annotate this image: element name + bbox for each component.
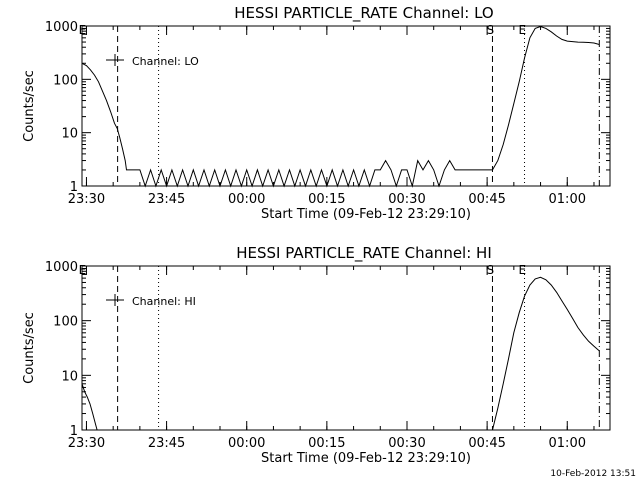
chart-title: HESSI PARTICLE_RATE Channel: LO bbox=[234, 4, 493, 23]
footer-timestamp: 10-Feb-2012 13:51 bbox=[550, 469, 636, 479]
event-marker-label: E bbox=[519, 23, 527, 37]
series-line-0 bbox=[81, 25, 600, 188]
x-tick-label: 23:30 bbox=[68, 436, 105, 451]
chart-title: HESSI PARTICLE_RATE Channel: HI bbox=[236, 244, 492, 263]
event-marker-label: E bbox=[519, 263, 527, 277]
y-tick-label: 100 bbox=[53, 315, 78, 330]
event-marker-label: S bbox=[486, 23, 494, 37]
x-tick-label: 01:00 bbox=[549, 192, 586, 207]
event-marker-label: E bbox=[79, 23, 87, 37]
x-tick-label: 00:15 bbox=[308, 436, 345, 451]
y-tick-label: 100 bbox=[53, 73, 78, 88]
y-tick-label: 1000 bbox=[45, 260, 78, 275]
event-marker-label: S bbox=[486, 263, 494, 277]
plot-frame bbox=[81, 25, 611, 187]
x-tick-label: 23:30 bbox=[68, 192, 105, 207]
y-axis-label: Counts/sec bbox=[22, 312, 37, 384]
x-axis-label: Start Time (09-Feb-12 23:29:10) bbox=[261, 451, 471, 466]
legend-label: Channel: HI bbox=[132, 295, 196, 308]
legend-label: Channel: LO bbox=[132, 55, 199, 68]
event-marker-label: E bbox=[79, 263, 87, 277]
series-line-0 bbox=[81, 276, 600, 431]
x-tick-label: 00:30 bbox=[388, 436, 425, 451]
y-tick-label: 10 bbox=[61, 369, 78, 384]
y-tick-label: 10 bbox=[61, 127, 78, 142]
x-tick-label: 00:45 bbox=[468, 192, 505, 207]
x-tick-label: 00:00 bbox=[228, 436, 265, 451]
x-tick-label: 23:45 bbox=[148, 192, 185, 207]
y-axis-label: Counts/sec bbox=[22, 70, 37, 142]
x-tick-label: 00:30 bbox=[388, 192, 425, 207]
x-tick-label: 00:00 bbox=[228, 192, 265, 207]
x-axis-label: Start Time (09-Feb-12 23:29:10) bbox=[261, 207, 471, 222]
y-tick-label: 1000 bbox=[45, 20, 78, 35]
x-tick-label: 00:45 bbox=[468, 436, 505, 451]
x-tick-label: 00:15 bbox=[308, 192, 345, 207]
x-tick-label: 23:45 bbox=[148, 436, 185, 451]
y-tick-label: 1 bbox=[70, 424, 78, 439]
y-tick-label: 1 bbox=[70, 180, 78, 195]
x-tick-label: 01:00 bbox=[549, 436, 586, 451]
